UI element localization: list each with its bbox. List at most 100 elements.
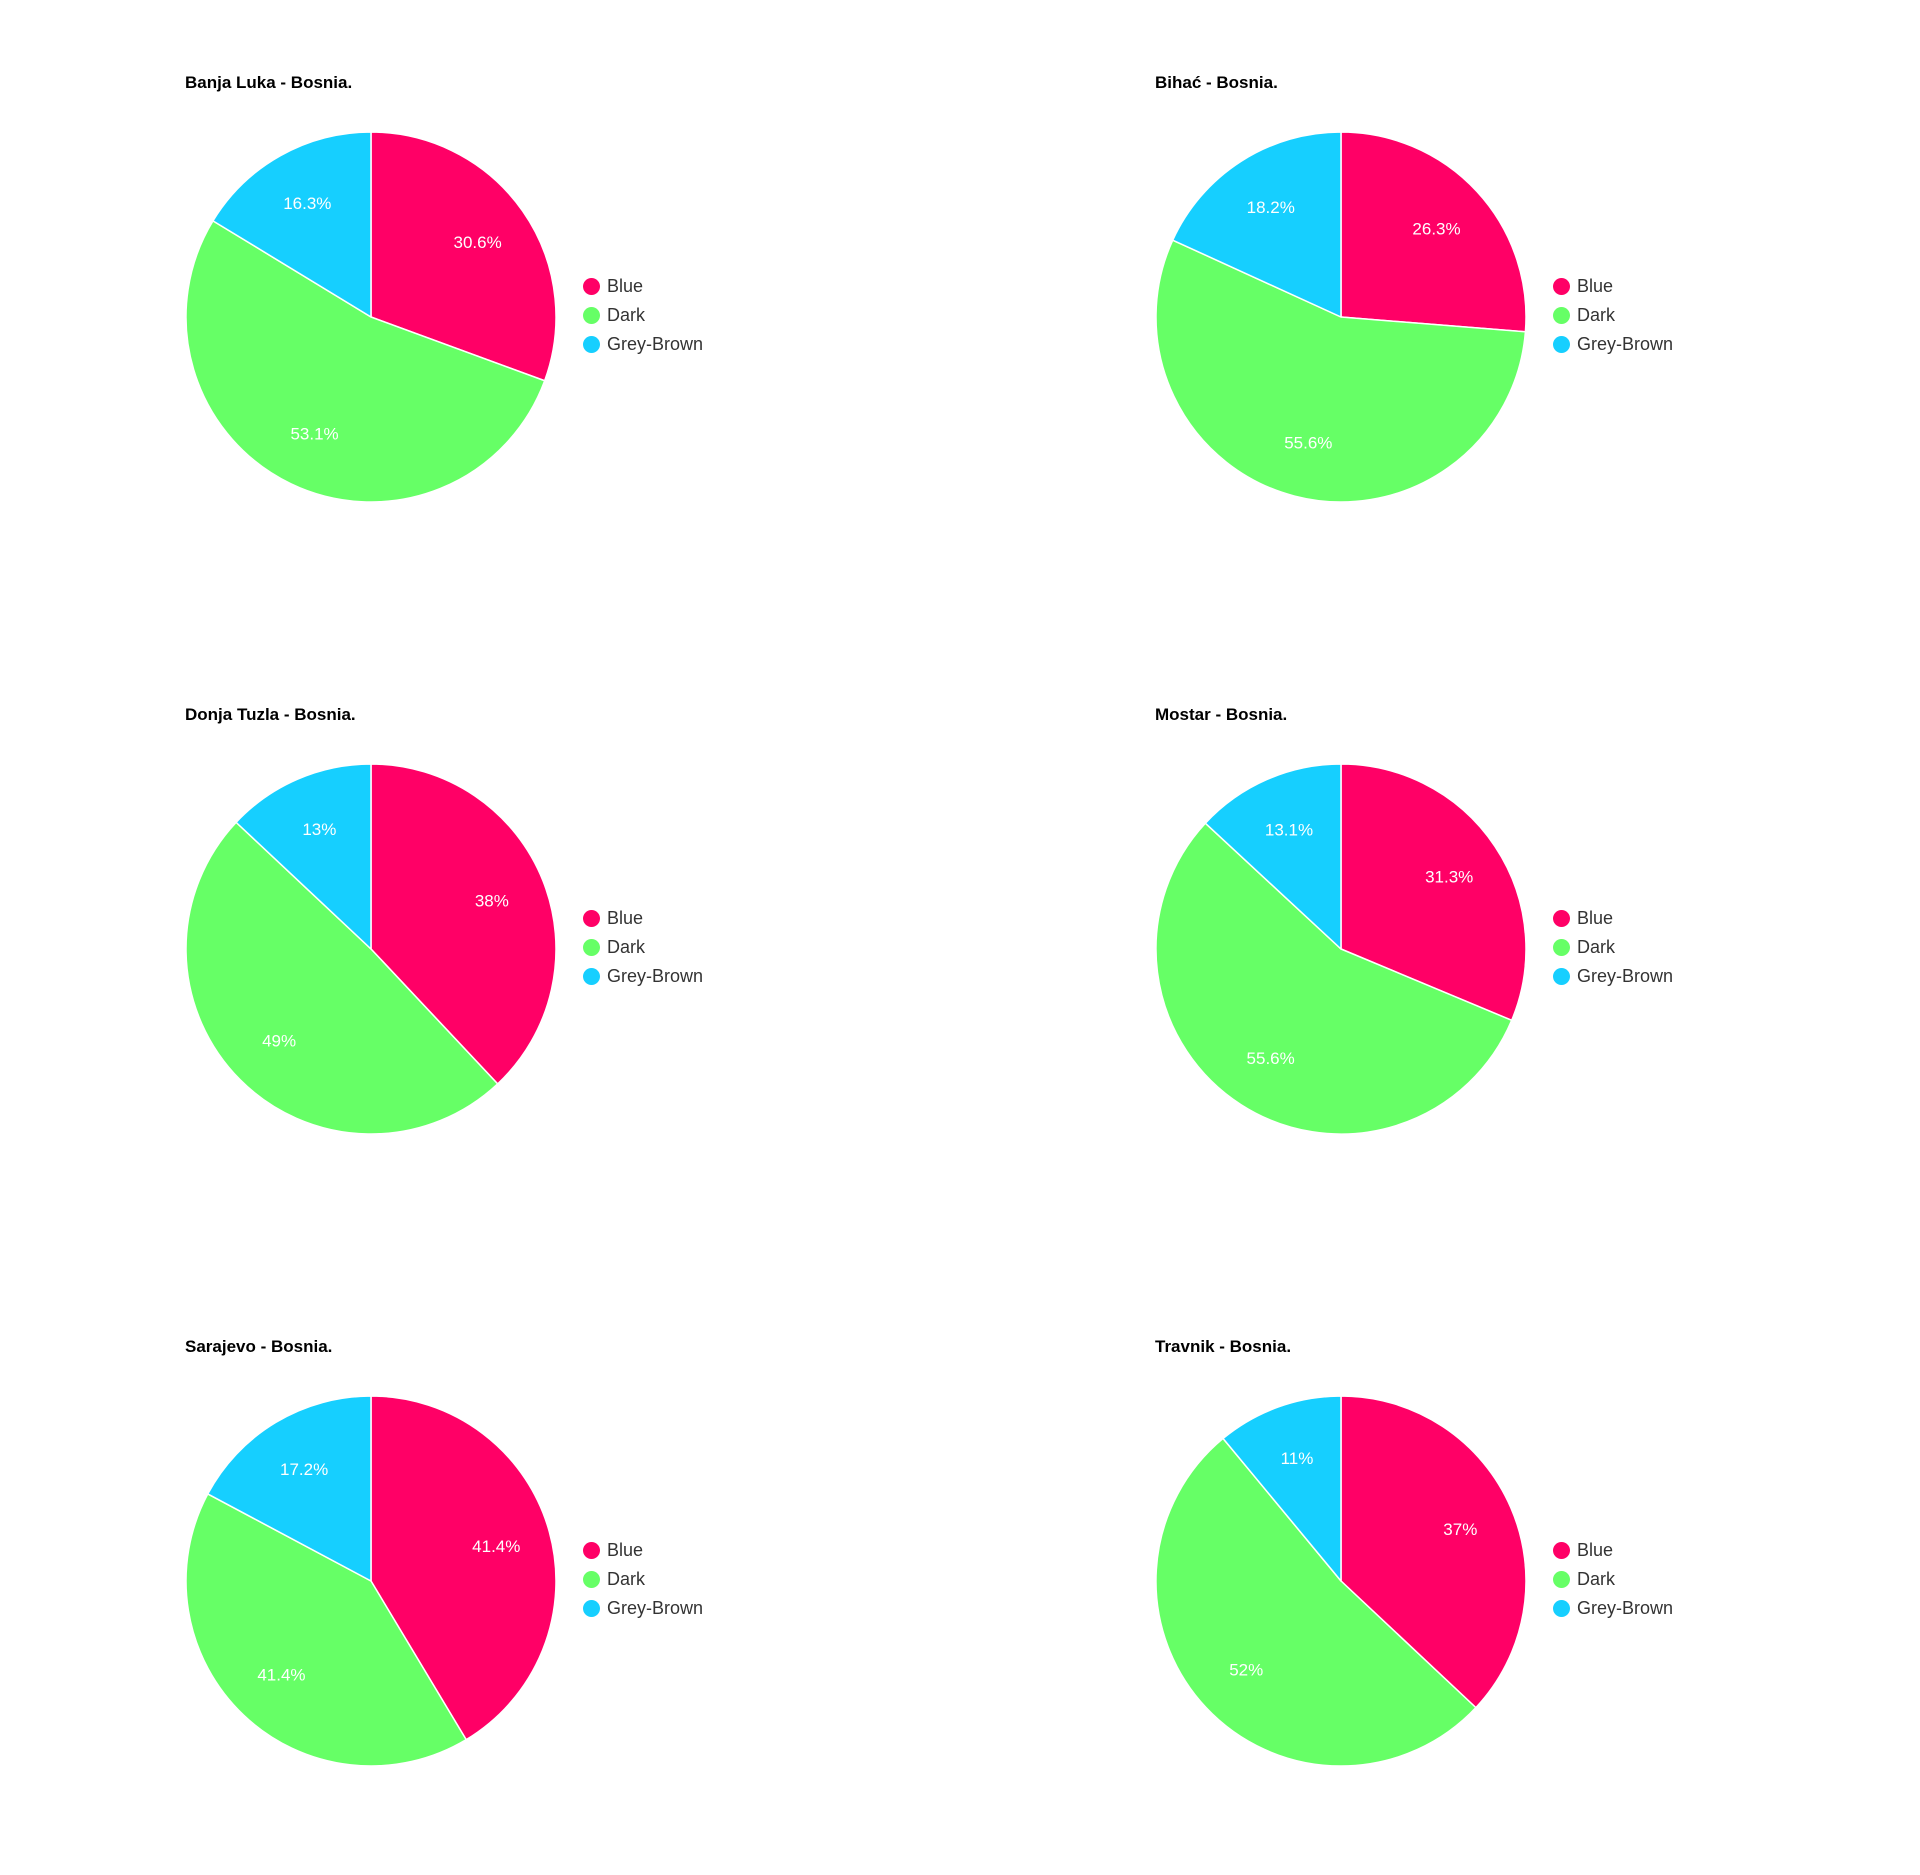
pie-slice-grey-brown[interactable] xyxy=(212,131,372,318)
slice-label-dark: 55.6% xyxy=(1284,433,1332,452)
legend-label: Grey-Brown xyxy=(1577,1598,1674,1618)
legend-item-blue[interactable]: Blue xyxy=(1553,904,1673,933)
legend-swatch xyxy=(1553,910,1570,927)
pie-slice-blue[interactable] xyxy=(1340,131,1527,333)
legend-item-dark[interactable]: Dark xyxy=(1553,301,1673,330)
legend-item-grey-brown[interactable]: Grey-Brown xyxy=(583,1594,703,1623)
legend-item-blue[interactable]: Blue xyxy=(1553,272,1673,301)
slice-label-dark: 41.4% xyxy=(257,1666,305,1685)
slice-label-blue: 41.4% xyxy=(472,1537,520,1556)
slice-label-grey-brown: 18.2% xyxy=(1247,198,1295,217)
pie-chart-travnik: Travnik - Bosnia. 37% 52% 11% Blue Dark Grey-B… xyxy=(970,1264,1870,1864)
legend-item-dark[interactable]: Dark xyxy=(583,933,703,962)
legend-label: Grey-Brown xyxy=(1577,966,1674,986)
pie-slice-dark[interactable] xyxy=(1155,822,1513,1135)
legend-label: Dark xyxy=(607,937,646,957)
legend-swatch xyxy=(583,1542,600,1559)
legend-swatch xyxy=(583,968,600,985)
legend-label: Blue xyxy=(607,908,644,928)
legend-label: Dark xyxy=(1577,937,1616,957)
chart-title: Sarajevo - Bosnia. xyxy=(185,1337,333,1356)
legend-label: Dark xyxy=(607,305,646,325)
legend-item-blue[interactable]: Blue xyxy=(583,1536,703,1565)
legend-swatch xyxy=(583,910,600,927)
legend-swatch xyxy=(1553,1542,1570,1559)
legend-item-grey-brown[interactable]: Grey-Brown xyxy=(583,962,703,991)
legend-swatch xyxy=(1553,278,1570,295)
pie-slice-blue[interactable] xyxy=(1340,1395,1527,1709)
legend-label: Blue xyxy=(607,276,644,296)
chart-title: Donja Tuzla - Bosnia. xyxy=(185,705,356,724)
slice-label-dark: 49% xyxy=(262,1031,296,1050)
pie-chart-bihac: Bihać - Bosnia. 26.3% 55.6% 18.2% Blue Dark Gr… xyxy=(970,0,1870,600)
slice-label-blue: 31.3% xyxy=(1425,867,1473,886)
legend-label: Dark xyxy=(607,1569,646,1589)
legend-label: Blue xyxy=(607,1540,644,1560)
pie-slice-grey-brown[interactable] xyxy=(235,763,372,950)
legend-swatch xyxy=(583,1600,600,1617)
slice-label-dark: 55.6% xyxy=(1247,1049,1295,1068)
pie-slice-blue[interactable] xyxy=(370,763,557,1085)
pie-slice-dark[interactable] xyxy=(185,220,546,503)
legend-item-grey-brown[interactable]: Grey-Brown xyxy=(583,330,703,359)
pie-plot: 38% 49% 13% xyxy=(185,763,557,1135)
pie-chart-banja-luka: Banja Luka - Bosnia. 30.6% 53.1% 16.3% Blue D… xyxy=(0,0,900,600)
chart-legend: Blue Dark Grey-Brown xyxy=(1553,1536,1673,1623)
legend-label: Grey-Brown xyxy=(607,966,704,986)
slice-label-grey-brown: 11% xyxy=(1281,1449,1314,1468)
legend-label: Grey-Brown xyxy=(1577,334,1674,354)
legend-item-dark[interactable]: Dark xyxy=(583,1565,703,1594)
pie-slice-blue[interactable] xyxy=(1340,763,1527,1022)
chart-legend: Blue Dark Grey-Brown xyxy=(583,904,703,991)
pie-chart-donja-tuzla: Donja Tuzla - Bosnia. 38% 49% 13% Blue Dark Gr… xyxy=(0,632,900,1232)
pie-plot: 31.3% 55.6% 13.1% xyxy=(1155,763,1527,1135)
pie-slice-blue[interactable] xyxy=(370,1395,557,1741)
pie-slice-grey-brown[interactable] xyxy=(1204,763,1342,950)
legend-swatch xyxy=(583,1571,600,1588)
pie-slice-dark[interactable] xyxy=(1155,239,1527,503)
legend-label: Dark xyxy=(1577,305,1616,325)
slice-label-grey-brown: 13% xyxy=(302,820,336,839)
legend-item-blue[interactable]: Blue xyxy=(583,904,703,933)
legend-swatch xyxy=(583,939,600,956)
pie-plot: 26.3% 55.6% 18.2% xyxy=(1155,131,1527,503)
legend-item-grey-brown[interactable]: Grey-Brown xyxy=(1553,962,1673,991)
legend-item-blue[interactable]: Blue xyxy=(1553,1536,1673,1565)
pie-slice-grey-brown[interactable] xyxy=(207,1395,372,1582)
chart-title: Travnik - Bosnia. xyxy=(1155,1337,1292,1356)
pie-slice-blue[interactable] xyxy=(370,131,557,382)
legend-label: Blue xyxy=(1577,908,1614,928)
pie-slice-dark[interactable] xyxy=(185,821,499,1135)
legend-label: Dark xyxy=(1577,1569,1616,1589)
legend-item-dark[interactable]: Dark xyxy=(1553,933,1673,962)
chart-title: Bihać - Bosnia. xyxy=(1155,73,1278,92)
legend-swatch xyxy=(1553,1600,1570,1617)
pie-slice-grey-brown[interactable] xyxy=(1171,131,1342,318)
pie-chart-mostar: Mostar - Bosnia. 31.3% 55.6% 13.1% Blue Dark G… xyxy=(970,632,1870,1232)
chart-title: Banja Luka - Bosnia. xyxy=(185,73,353,92)
legend-item-grey-brown[interactable]: Grey-Brown xyxy=(1553,1594,1673,1623)
pie-slice-dark[interactable] xyxy=(185,1493,467,1767)
slice-label-grey-brown: 13.1% xyxy=(1265,820,1313,839)
slice-label-grey-brown: 17.2% xyxy=(280,1460,328,1479)
legend-label: Blue xyxy=(1577,1540,1614,1560)
slice-label-blue: 38% xyxy=(475,892,509,911)
pie-plot: 37% 52% 11% xyxy=(1155,1395,1527,1767)
pie-plot: 41.4% 41.4% 17.2% xyxy=(185,1395,557,1767)
legend-swatch xyxy=(1553,1571,1570,1588)
chart-legend: Blue Dark Grey-Brown xyxy=(583,272,703,359)
legend-swatch xyxy=(583,307,600,324)
legend-swatch xyxy=(583,336,600,353)
legend-label: Blue xyxy=(1577,276,1614,296)
pie-plot: 30.6% 53.1% 16.3% xyxy=(185,131,557,503)
legend-item-dark[interactable]: Dark xyxy=(583,301,703,330)
legend-item-grey-brown[interactable]: Grey-Brown xyxy=(1553,330,1673,359)
slice-label-dark: 53.1% xyxy=(290,425,338,444)
legend-item-blue[interactable]: Blue xyxy=(583,272,703,301)
pie-slice-dark[interactable] xyxy=(1155,1437,1477,1767)
legend-swatch xyxy=(1553,939,1570,956)
legend-item-dark[interactable]: Dark xyxy=(1553,1565,1673,1594)
pie-slice-grey-brown[interactable] xyxy=(1222,1395,1342,1582)
legend-swatch xyxy=(1553,336,1570,353)
